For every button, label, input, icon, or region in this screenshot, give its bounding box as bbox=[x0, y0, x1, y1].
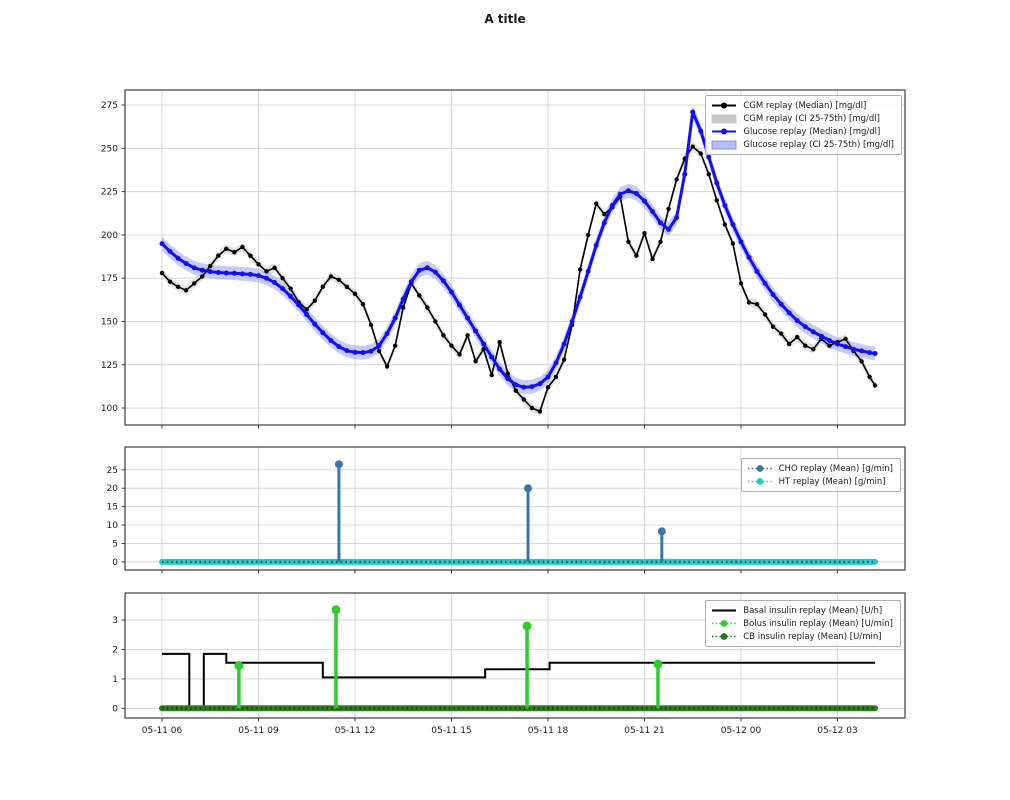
insulin-legend: Basal insulin replay (Mean) [U/h] Bolus i… bbox=[705, 600, 901, 647]
y-tick-label: 250 bbox=[101, 144, 118, 154]
figure-title: A title bbox=[484, 12, 526, 26]
y-tick-label: 175 bbox=[101, 274, 118, 284]
y-tick-label: 125 bbox=[101, 361, 118, 371]
glucose-legend: CGM replay (Median) [mg/dl] CGM replay (C… bbox=[705, 95, 902, 155]
y-tick-label: 100 bbox=[101, 404, 118, 414]
legend-label: CB insulin replay (Mean) [U/min] bbox=[743, 631, 882, 642]
x-tick-label: 05-11 06 bbox=[142, 726, 183, 736]
x-tick-label: 05-11 09 bbox=[238, 726, 279, 736]
y-tick-label: 150 bbox=[101, 317, 118, 327]
legend-label: Glucose replay (Median) [mg/dl] bbox=[743, 126, 881, 137]
glucose-replay-ci-25-75th-mg-dl-swatch-icon bbox=[711, 140, 737, 150]
y-tick-label: 3 bbox=[112, 616, 118, 626]
y-tick-label: 200 bbox=[101, 231, 118, 241]
legend-label: CGM replay (CI 25-75th) [mg/dl] bbox=[743, 113, 880, 124]
y-tick-label: 10 bbox=[107, 521, 119, 531]
x-tick-label: 05-11 21 bbox=[624, 726, 664, 736]
x-tick-label: 05-12 03 bbox=[817, 726, 857, 736]
cgm-replay-ci-25-75th-mg-dl-swatch-icon bbox=[711, 114, 737, 124]
y-tick-label: 20 bbox=[107, 484, 119, 494]
cb-insulin-replay-mean-u-min-swatch-icon bbox=[712, 633, 737, 640]
legend-label: CGM replay (Median) [mg/dl] bbox=[743, 100, 867, 111]
y-tick-label: 5 bbox=[112, 539, 118, 549]
legend-label: Bolus insulin replay (Mean) [U/min] bbox=[743, 618, 893, 629]
glucose-frame bbox=[124, 89, 906, 426]
x-tick-label: 05-11 18 bbox=[528, 726, 569, 736]
legend-label: Basal insulin replay (Mean) [U/h] bbox=[743, 605, 883, 616]
legend-entry-bolus-insulin-replay-mean-u-min: Bolus insulin replay (Mean) [U/min] bbox=[711, 617, 893, 630]
y-tick-label: 2 bbox=[112, 645, 118, 655]
y-tick-label: 25 bbox=[107, 466, 118, 476]
glucose-replay-median-mg-dl bbox=[159, 109, 878, 390]
meals-frame bbox=[124, 446, 906, 571]
legend-label: HT replay (Mean) [g/min] bbox=[778, 476, 886, 487]
ht-replay-mean-g-min-swatch-icon bbox=[747, 478, 772, 485]
legend-entry-ht-replay-mean-g-min: HT replay (Mean) [g/min] bbox=[747, 475, 893, 488]
y-tick-label: 0 bbox=[112, 558, 118, 568]
legend-label: Glucose replay (CI 25-75th) [mg/dl] bbox=[743, 139, 894, 150]
meals-legend: CHO replay (Mean) [g/min] HT replay (Mean… bbox=[740, 458, 901, 492]
x-tick-label: 05-11 15 bbox=[431, 726, 471, 736]
bolus-insulin-replay-mean-u-min-swatch-icon bbox=[712, 620, 737, 627]
y-tick-label: 275 bbox=[101, 101, 118, 111]
y-tick-label: 225 bbox=[101, 188, 118, 198]
y-tick-label: 0 bbox=[112, 704, 118, 714]
glucose-replay-median-mg-dl-swatch-icon bbox=[712, 128, 737, 135]
legend-label: CHO replay (Mean) [g/min] bbox=[778, 463, 893, 474]
legend-entry-glucose-replay-ci-25-75th-mg-dl: Glucose replay (CI 25-75th) [mg/dl] bbox=[711, 138, 894, 151]
legend-entry-cho-replay-mean-g-min: CHO replay (Mean) [g/min] bbox=[747, 462, 893, 475]
bolus-insulin-replay-mean-u-min bbox=[234, 605, 663, 709]
cgm-replay-median-mg-dl-swatch-icon bbox=[712, 102, 737, 109]
legend-entry-cb-insulin-replay-mean-u-min: CB insulin replay (Mean) [U/min] bbox=[711, 630, 893, 643]
legend-entry-cgm-replay-median-mg-dl: CGM replay (Median) [mg/dl] bbox=[711, 99, 894, 112]
legend-entry-cgm-replay-ci-25-75th-mg-dl: CGM replay (CI 25-75th) [mg/dl] bbox=[711, 112, 894, 125]
cho-replay-mean-g-min-swatch-icon bbox=[747, 465, 772, 472]
basal-insulin-replay-mean-u-h-swatch-icon bbox=[712, 609, 737, 612]
y-tick-label: 15 bbox=[107, 503, 118, 513]
cgm-replay-median-mg-dl bbox=[159, 144, 878, 414]
y-tick-label: 1 bbox=[112, 675, 118, 685]
cho-replay-mean-g-min bbox=[334, 460, 666, 562]
x-tick-label: 05-11 12 bbox=[335, 726, 375, 736]
insulin-frame bbox=[124, 592, 906, 719]
legend-entry-basal-insulin-replay-mean-u-h: Basal insulin replay (Mean) [U/h] bbox=[711, 604, 893, 617]
legend-entry-glucose-replay-median-mg-dl: Glucose replay (Median) [mg/dl] bbox=[711, 125, 894, 138]
x-tick-label: 05-12 00 bbox=[721, 726, 762, 736]
